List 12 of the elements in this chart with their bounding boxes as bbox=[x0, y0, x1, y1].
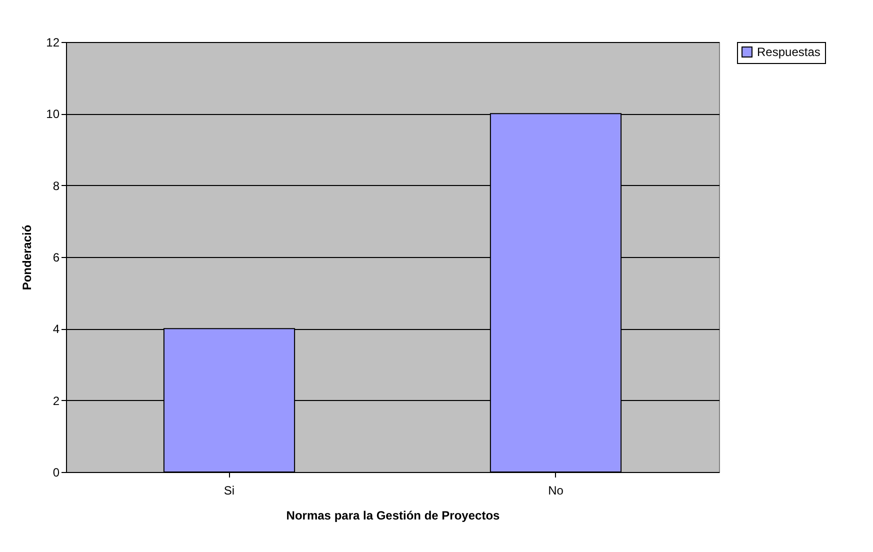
x-axis-title: Normas para la Gestión de Proyectos bbox=[286, 508, 500, 522]
y-tick-label: 4 bbox=[52, 322, 60, 336]
y-axis-title: Ponderació bbox=[20, 224, 34, 290]
y-tick-label: 2 bbox=[52, 394, 60, 408]
y-tick-label: 6 bbox=[52, 250, 60, 264]
y-tick-label: 0 bbox=[52, 466, 60, 480]
x-tick-label: No bbox=[548, 484, 564, 498]
y-tick-label: 12 bbox=[46, 36, 60, 50]
y-tick-label: 10 bbox=[46, 107, 60, 122]
legend-label: Respuestas bbox=[757, 45, 820, 59]
x-tick-label: Si bbox=[224, 484, 235, 498]
y-tick-label: 8 bbox=[52, 178, 60, 193]
